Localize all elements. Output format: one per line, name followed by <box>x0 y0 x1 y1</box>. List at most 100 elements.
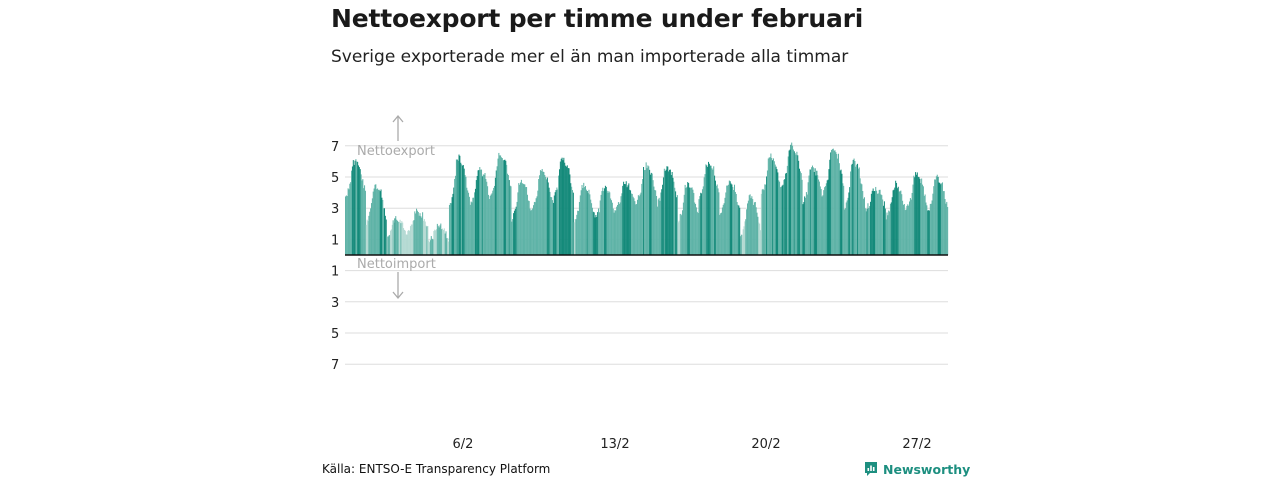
hour-bar <box>511 221 513 255</box>
hour-bar <box>442 228 444 255</box>
hour-bar <box>655 190 657 255</box>
hour-bar <box>928 210 930 255</box>
hour-bar <box>884 208 886 255</box>
hour-bar <box>462 165 464 255</box>
hour-bar <box>699 196 701 255</box>
hour-bar <box>773 161 775 255</box>
hour-bar <box>454 178 456 255</box>
hour-bar <box>885 219 887 255</box>
hour-bar <box>416 208 418 255</box>
hour-bar <box>526 194 528 255</box>
hour-bar <box>695 203 697 255</box>
y-tick-label: 1 <box>331 265 339 280</box>
hour-bar <box>374 184 376 255</box>
hour-bar <box>825 183 827 255</box>
hour-bar <box>542 171 544 255</box>
hour-bar <box>567 168 569 255</box>
hour-bar <box>584 187 586 255</box>
hour-bar <box>799 171 801 255</box>
hour-bar <box>624 184 626 255</box>
hour-bar <box>772 158 775 255</box>
hour-bar <box>622 185 624 255</box>
hour-bar <box>856 164 858 255</box>
hour-bar <box>801 179 803 255</box>
hour-bar <box>621 193 623 255</box>
hour-bar <box>439 225 441 255</box>
hour-bar <box>815 175 817 255</box>
hour-bar <box>585 189 587 255</box>
hour-bar <box>753 204 755 255</box>
hour-bar <box>534 202 536 255</box>
hour-bar <box>604 188 606 255</box>
hour-bar <box>877 193 879 255</box>
hour-bar <box>508 180 510 255</box>
hour-bar <box>893 189 895 255</box>
hour-bar <box>912 184 914 255</box>
hour-bar <box>491 193 493 255</box>
hour-bar <box>762 188 764 255</box>
hour-bar <box>852 159 854 255</box>
hour-bar <box>688 187 690 255</box>
brand[interactable]: Newsworthy <box>864 461 970 477</box>
hour-bar <box>390 229 392 255</box>
hour-bar <box>451 197 453 255</box>
hour-bar <box>935 176 937 255</box>
hour-bar <box>460 162 462 255</box>
hour-bar <box>474 192 476 255</box>
hour-bar <box>483 174 485 255</box>
hour-bar <box>618 203 620 255</box>
hour-bar <box>449 203 451 255</box>
hour-bar <box>525 187 527 255</box>
hour-bar <box>669 169 671 255</box>
hour-bar <box>396 219 398 255</box>
hour-bar <box>464 175 466 255</box>
hour-bar <box>716 184 718 255</box>
hour-bar <box>798 168 800 255</box>
hour-bar <box>714 175 716 255</box>
hour-bar <box>687 182 689 255</box>
hour-bar <box>682 210 684 255</box>
hour-bar <box>474 188 476 255</box>
hour-bar <box>867 203 869 255</box>
hour-bar <box>385 219 387 255</box>
hour-bar <box>665 169 667 255</box>
hour-bar <box>611 202 613 255</box>
hour-bar <box>868 208 870 255</box>
hour-bar <box>836 154 838 255</box>
hour-bar <box>702 186 704 255</box>
hour-bar <box>607 192 609 255</box>
hour-bar <box>907 204 909 255</box>
hour-bar <box>904 210 906 255</box>
hour-bar <box>427 225 429 255</box>
hour-bar <box>568 168 570 255</box>
hour-bar <box>642 179 644 255</box>
hour-bar <box>576 214 578 255</box>
hour-bar <box>507 175 509 255</box>
hour-bar <box>589 194 591 255</box>
hour-bar <box>828 169 830 255</box>
hour-bar <box>563 157 565 255</box>
hour-bar <box>547 182 549 255</box>
hour-bar <box>539 175 541 255</box>
hour-bar <box>872 188 874 255</box>
hour-bar <box>738 205 740 255</box>
hour-bar <box>797 155 799 255</box>
hour-bar <box>519 184 521 255</box>
hour-bar <box>558 175 560 255</box>
hour-bar <box>597 208 599 255</box>
hour-bar <box>653 186 655 255</box>
hour-bar <box>758 222 760 255</box>
hour-bar <box>946 201 948 255</box>
hour-bar <box>647 165 649 255</box>
hour-bar <box>479 167 481 255</box>
hour-bar <box>911 192 913 255</box>
hour-bar <box>818 181 820 255</box>
hour-bar <box>783 179 785 255</box>
hour-bar <box>614 210 616 255</box>
hour-bar <box>517 192 519 255</box>
hour-bar <box>875 186 877 255</box>
hour-bar <box>666 166 668 255</box>
hour-bar <box>586 191 588 255</box>
hour-bar <box>353 164 355 255</box>
